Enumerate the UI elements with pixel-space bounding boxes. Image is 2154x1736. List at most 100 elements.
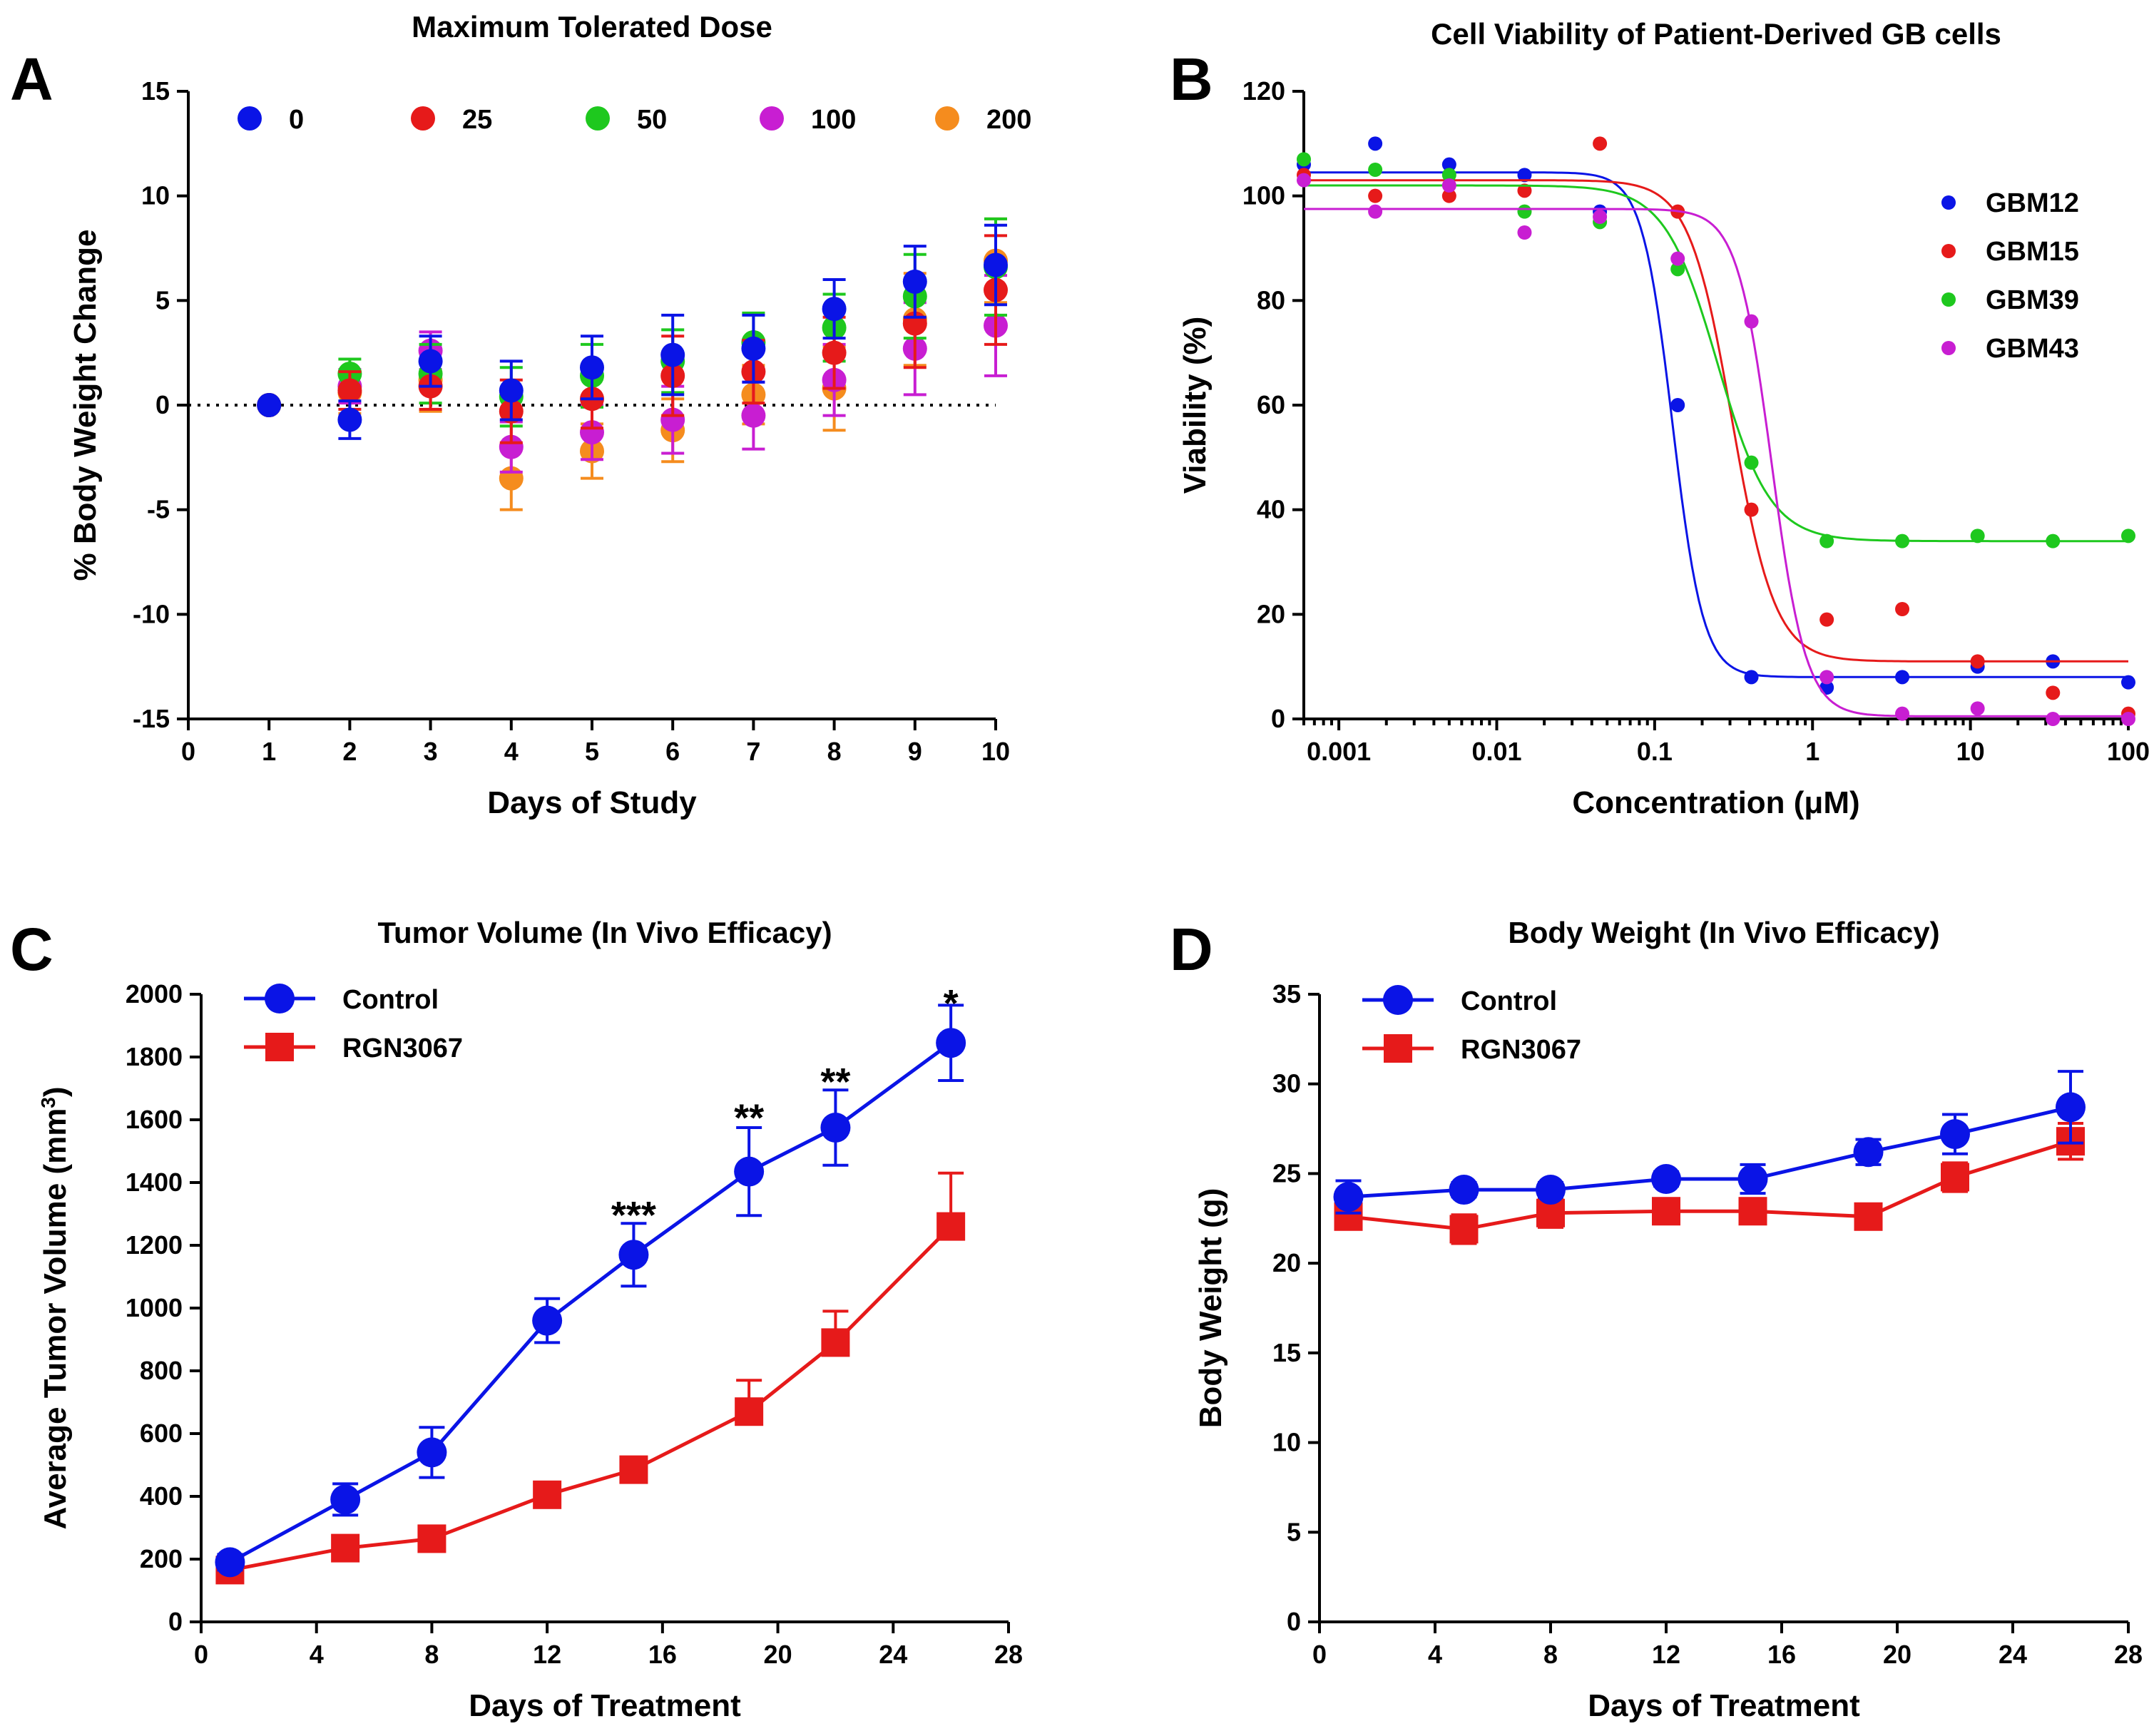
data-point — [1970, 701, 1985, 716]
y-tick-label: 1600 — [126, 1105, 183, 1134]
data-point — [1895, 533, 1910, 548]
y-tick-label: 1200 — [126, 1230, 183, 1260]
data-point — [1744, 502, 1759, 517]
x-tick-label: 4 — [504, 737, 519, 766]
data-point — [1441, 168, 1456, 183]
panel-d: D Body Weight (In Vivo Efficacy) 0 5 10 15 20 2… — [1170, 916, 2143, 1723]
x-tick-label: 20 — [764, 1640, 792, 1669]
panel-b: B Cell Viability of Patient-Derived GB ce… — [1170, 17, 2150, 820]
data-point — [1517, 168, 1532, 183]
significance-annotation: ** — [820, 1061, 850, 1103]
data-point — [1441, 157, 1456, 172]
data-point — [936, 1028, 966, 1058]
panel-label: D — [1170, 916, 1213, 983]
series-dose-200 — [257, 217, 1008, 511]
y-tick-label: 1800 — [126, 1042, 183, 1071]
data-point — [499, 434, 524, 459]
data-point — [418, 349, 443, 374]
legend-label: Control — [1461, 986, 1557, 1016]
y-tick-label: 25 — [1272, 1158, 1301, 1188]
x-tick-label: 5 — [585, 737, 599, 766]
fit-curve — [1304, 208, 2128, 718]
x-tick-label: 4 — [1428, 1640, 1442, 1669]
legend-label: 100 — [811, 105, 856, 135]
data-point — [735, 1397, 764, 1426]
significance-annotation: * — [944, 982, 959, 1025]
data-point — [1368, 163, 1383, 177]
data-point — [1744, 314, 1759, 329]
series-gbm12 — [1297, 136, 2135, 695]
legend-marker — [760, 106, 784, 131]
series-control — [215, 1004, 966, 1578]
legend-marker — [1941, 292, 1956, 307]
x-tick-label: 6 — [665, 737, 680, 766]
y-tick-label: 120 — [1242, 76, 1285, 106]
y-tick-label: 40 — [1257, 495, 1285, 524]
x-tick-label: 0.1 — [1637, 737, 1673, 766]
x-tick-label: 16 — [1767, 1640, 1796, 1669]
x-tick-label: 4 — [310, 1640, 324, 1669]
data-point — [1651, 1163, 1681, 1194]
y-tick-label: 600 — [140, 1419, 183, 1448]
series-gbm15 — [1297, 136, 2135, 721]
data-point — [532, 1305, 563, 1336]
data-point — [1593, 210, 1608, 224]
y-tick-label: 1000 — [126, 1293, 183, 1322]
y-tick-label: 1400 — [126, 1168, 183, 1197]
data-point — [1737, 1163, 1768, 1194]
x-tick-label: 0 — [1312, 1640, 1327, 1669]
legend-marker — [265, 1033, 294, 1061]
x-tick-label: 28 — [994, 1640, 1023, 1669]
series-gbm43 — [1297, 173, 2135, 726]
data-point — [1819, 533, 1834, 548]
y-tick-label: 5 — [1287, 1517, 1301, 1546]
data-point — [741, 336, 766, 361]
legend-label: GBM43 — [1986, 334, 2079, 364]
series-line — [229, 1225, 952, 1572]
fit-curve — [1304, 184, 2128, 543]
data-point — [1441, 178, 1456, 193]
y-tick-label: 2000 — [126, 979, 183, 1009]
legend-marker — [935, 106, 959, 131]
series-line — [1348, 1139, 2071, 1231]
x-tick-label: 3 — [424, 737, 438, 766]
data-point — [660, 407, 685, 432]
x-axis-label: Concentration (μM) — [1572, 785, 1859, 820]
data-point — [1368, 204, 1383, 219]
legend-label: GBM15 — [1986, 237, 2079, 267]
x-tick-label: 0.001 — [1307, 737, 1371, 766]
legend-marker — [411, 106, 435, 131]
panel-a: A Maximum Tolerated Dose -15 -10 -5 0 5 10 15 0 1 2… — [10, 10, 1031, 820]
x-tick-label: 24 — [1999, 1640, 2027, 1669]
data-point — [1297, 173, 1311, 188]
series-rgn3067 — [1334, 1122, 2085, 1245]
x-tick-label: 100 — [2107, 737, 2150, 766]
legend-label: RGN3067 — [1461, 1035, 1581, 1065]
legend-label: 50 — [637, 105, 667, 135]
data-point — [936, 1212, 966, 1241]
y-tick-label: 0 — [1287, 1607, 1301, 1636]
y-axis-label: Viability (%) — [1178, 317, 1213, 494]
y-axis-label: % Body Weight Change — [68, 230, 103, 581]
data-point — [215, 1547, 245, 1578]
data-point — [417, 1437, 447, 1468]
data-point — [1517, 204, 1532, 219]
data-point — [1854, 1202, 1883, 1231]
panel-label: A — [10, 46, 53, 113]
y-tick-label: 15 — [141, 76, 170, 106]
x-axis-label: Days of Study — [487, 785, 697, 820]
panel-label: B — [1170, 46, 1213, 113]
chart-title: Cell Viability of Patient-Derived GB cel… — [1431, 17, 2001, 51]
y-tick-label: -10 — [133, 599, 170, 628]
chart-title: Maximum Tolerated Dose — [412, 10, 772, 44]
legend-marker — [1384, 1034, 1412, 1063]
legend-label: 0 — [289, 105, 304, 135]
y-tick-label: 60 — [1257, 390, 1285, 419]
legend-marker — [1941, 244, 1956, 258]
x-tick-label: 12 — [533, 1640, 561, 1669]
series-line — [229, 1041, 952, 1564]
x-tick-label: 10 — [981, 737, 1010, 766]
fit-curve — [1304, 179, 2128, 663]
y-tick-label: 400 — [140, 1481, 183, 1511]
data-point — [1670, 398, 1685, 412]
